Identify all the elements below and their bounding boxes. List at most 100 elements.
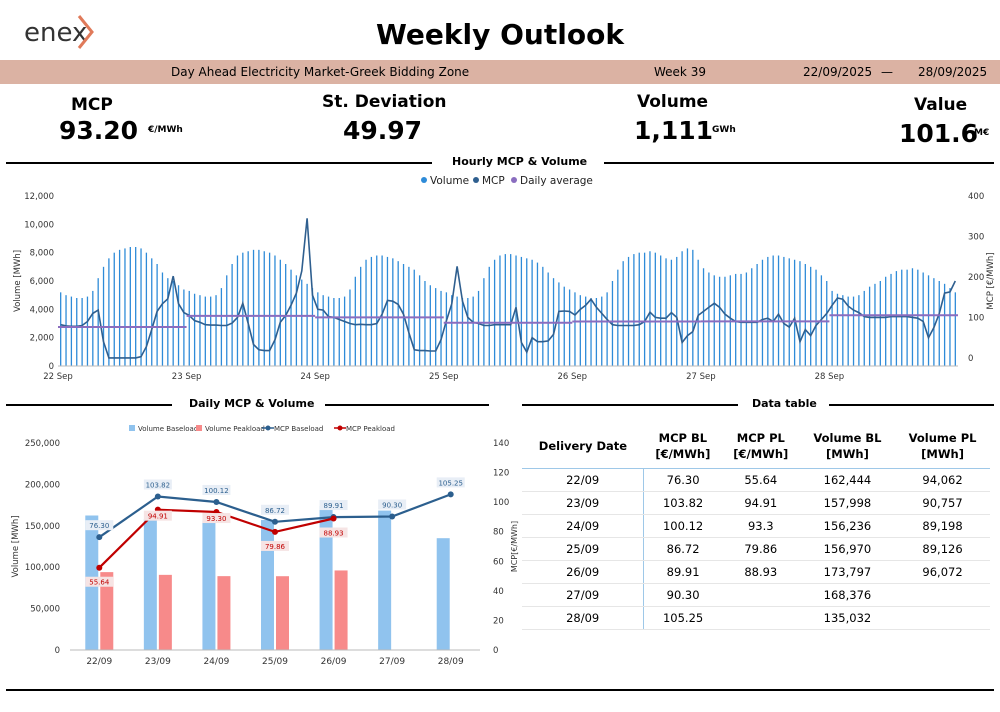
kpi-value-label: Value <box>914 95 968 115</box>
date-to: 28/09/2025 <box>918 65 988 79</box>
mcp-peakload-point <box>330 515 337 522</box>
kpi-mcp-unit: €/MWh <box>148 125 183 135</box>
footer-divider <box>6 689 994 691</box>
col-header: Volume BL [MWh] <box>799 428 896 469</box>
y-tick-label: 2,000 <box>30 334 54 344</box>
legend-label: MCP <box>482 175 505 187</box>
kpi-mcp-label: MCP <box>71 95 113 115</box>
y-tick-label: 50,000 <box>30 605 60 615</box>
data-label-bg <box>319 500 348 511</box>
divider <box>829 404 994 406</box>
x-tick-label: 24 Sep <box>300 372 330 382</box>
data-label-bg <box>261 504 289 515</box>
mcp-baseload-point <box>447 491 454 498</box>
mcp-baseload-point <box>213 498 220 505</box>
table-row: 22/09 76.30 55.64 162,444 94,062 <box>522 468 990 492</box>
volume-baseload-bar <box>319 506 333 650</box>
legend-marker <box>511 177 517 183</box>
legend-marker <box>421 177 427 183</box>
table-row: 24/09 100.12 93.3 156,236 89,198 <box>522 514 990 538</box>
report-title: Weekly Outlook <box>376 18 624 51</box>
y-tick-label: 150,000 <box>25 522 60 532</box>
mcp-peakload-label: 93.30 <box>206 515 226 523</box>
col-header: Delivery Date <box>522 428 644 469</box>
table-row: 28/09 105.25 135,032 <box>522 606 990 630</box>
y2-tick-label: 100 <box>493 498 509 508</box>
y-tick-label: 10,000 <box>24 220 54 230</box>
legend-label: Volume Peakload <box>205 425 265 433</box>
volume-baseload-bar <box>378 510 392 650</box>
kpi-stdev-label: St. Deviation <box>322 92 447 112</box>
x-tick-label: 22/09 <box>86 657 112 667</box>
week-label: Week 39 <box>654 65 706 79</box>
x-tick-label: 28/09 <box>438 657 464 667</box>
y2-tick-label: 60 <box>493 557 504 567</box>
y2-tick-label: 300 <box>968 232 984 242</box>
mcp-peakload-label: 79.86 <box>265 543 286 551</box>
y-axis-title: Volume [MWh] <box>11 515 21 577</box>
table-section-title: Data table <box>752 397 817 410</box>
legend-marker <box>473 177 479 183</box>
legend-marker <box>129 425 135 431</box>
market-name: Day Ahead Electricity Market-Greek Biddi… <box>171 65 470 79</box>
legend-label: Volume Baseload <box>138 425 198 433</box>
y-tick-label: 6,000 <box>30 277 54 287</box>
data-label-bg <box>143 479 172 490</box>
logo-text: enex <box>24 18 87 48</box>
y2-tick-label: 40 <box>493 587 504 597</box>
y2-tick-label: 400 <box>968 192 984 202</box>
mcp-baseload-label: 86.72 <box>265 507 285 515</box>
x-tick-label: 27 Sep <box>686 372 716 382</box>
data-label-bg <box>436 477 465 488</box>
mcp-baseload-point <box>389 513 396 520</box>
mcp-peakload-point <box>272 528 278 535</box>
kpi-volume-unit: GWh <box>712 125 736 135</box>
y2-tick-label: 120 <box>493 469 509 479</box>
y-tick-label: 200,000 <box>25 480 60 490</box>
x-tick-label: 22 Sep <box>43 372 73 382</box>
y2-axis-title: MCP [€/MWh] <box>986 252 996 309</box>
y-axis-title: Volume [MWh] <box>13 250 23 312</box>
x-tick-label: 28 Sep <box>815 372 845 382</box>
volume-baseload-bar <box>202 520 216 650</box>
volume-baseload-bar <box>261 520 274 650</box>
mcp-peakload-label: 55.64 <box>89 579 110 587</box>
volume-peakload-bar <box>158 574 172 650</box>
y2-tick-label: 80 <box>493 528 504 538</box>
table-row: 23/09 103.82 94.91 157,998 90,757 <box>522 491 990 515</box>
y2-tick-label: 200 <box>968 273 984 283</box>
info-band: Day Ahead Electricity Market-Greek Biddi… <box>0 60 1000 84</box>
volume-peakload-bar <box>276 576 289 650</box>
y-tick-label: 0 <box>49 362 54 372</box>
daily-chart: Volume Baseload Volume Peakload MCP Baselo… <box>11 425 519 667</box>
x-tick-label: 24/09 <box>203 657 229 667</box>
volume-peakload-bar <box>334 570 348 650</box>
y2-tick-label: 140 <box>493 439 509 449</box>
x-tick-label: 27/09 <box>379 657 405 667</box>
col-header: MCP PL [€/MWh] <box>721 428 800 469</box>
y-tick-label: 250,000 <box>25 439 60 449</box>
volume-baseload-bar <box>436 538 450 650</box>
kpi-value-value: 101.6 <box>899 119 979 148</box>
y-tick-label: 8,000 <box>30 249 54 259</box>
mcp-peakload-label: 94.91 <box>148 513 168 521</box>
date-separator: — <box>881 65 893 79</box>
volume-peakload-bar <box>100 572 114 650</box>
y-tick-label: 100,000 <box>25 563 60 573</box>
table-header-row: Delivery Date MCP BL [€/MWh] MCP PL [€/MWh… <box>522 428 990 469</box>
mcp-baseload-point <box>154 493 161 500</box>
data-label-bg <box>143 510 172 521</box>
volume-peakload-bar <box>217 576 231 650</box>
divider <box>325 404 489 406</box>
x-tick-label: 26/09 <box>321 657 347 667</box>
kpi-stdev-value: 49.97 <box>343 116 423 145</box>
enex-logo: enex <box>24 10 104 54</box>
data-label-bg <box>202 484 231 495</box>
hourly-section-header: Hourly MCP & Volume <box>0 155 1000 169</box>
legend-marker <box>196 425 202 431</box>
legend-label: MCP Peakload <box>346 425 395 433</box>
x-tick-label: 23 Sep <box>172 372 202 382</box>
divider <box>604 162 994 164</box>
hourly-chart: Volume MCP Daily average 0 2,000 4,000 6,000 8,… <box>13 175 996 382</box>
logo-chevron-icon <box>77 15 94 49</box>
